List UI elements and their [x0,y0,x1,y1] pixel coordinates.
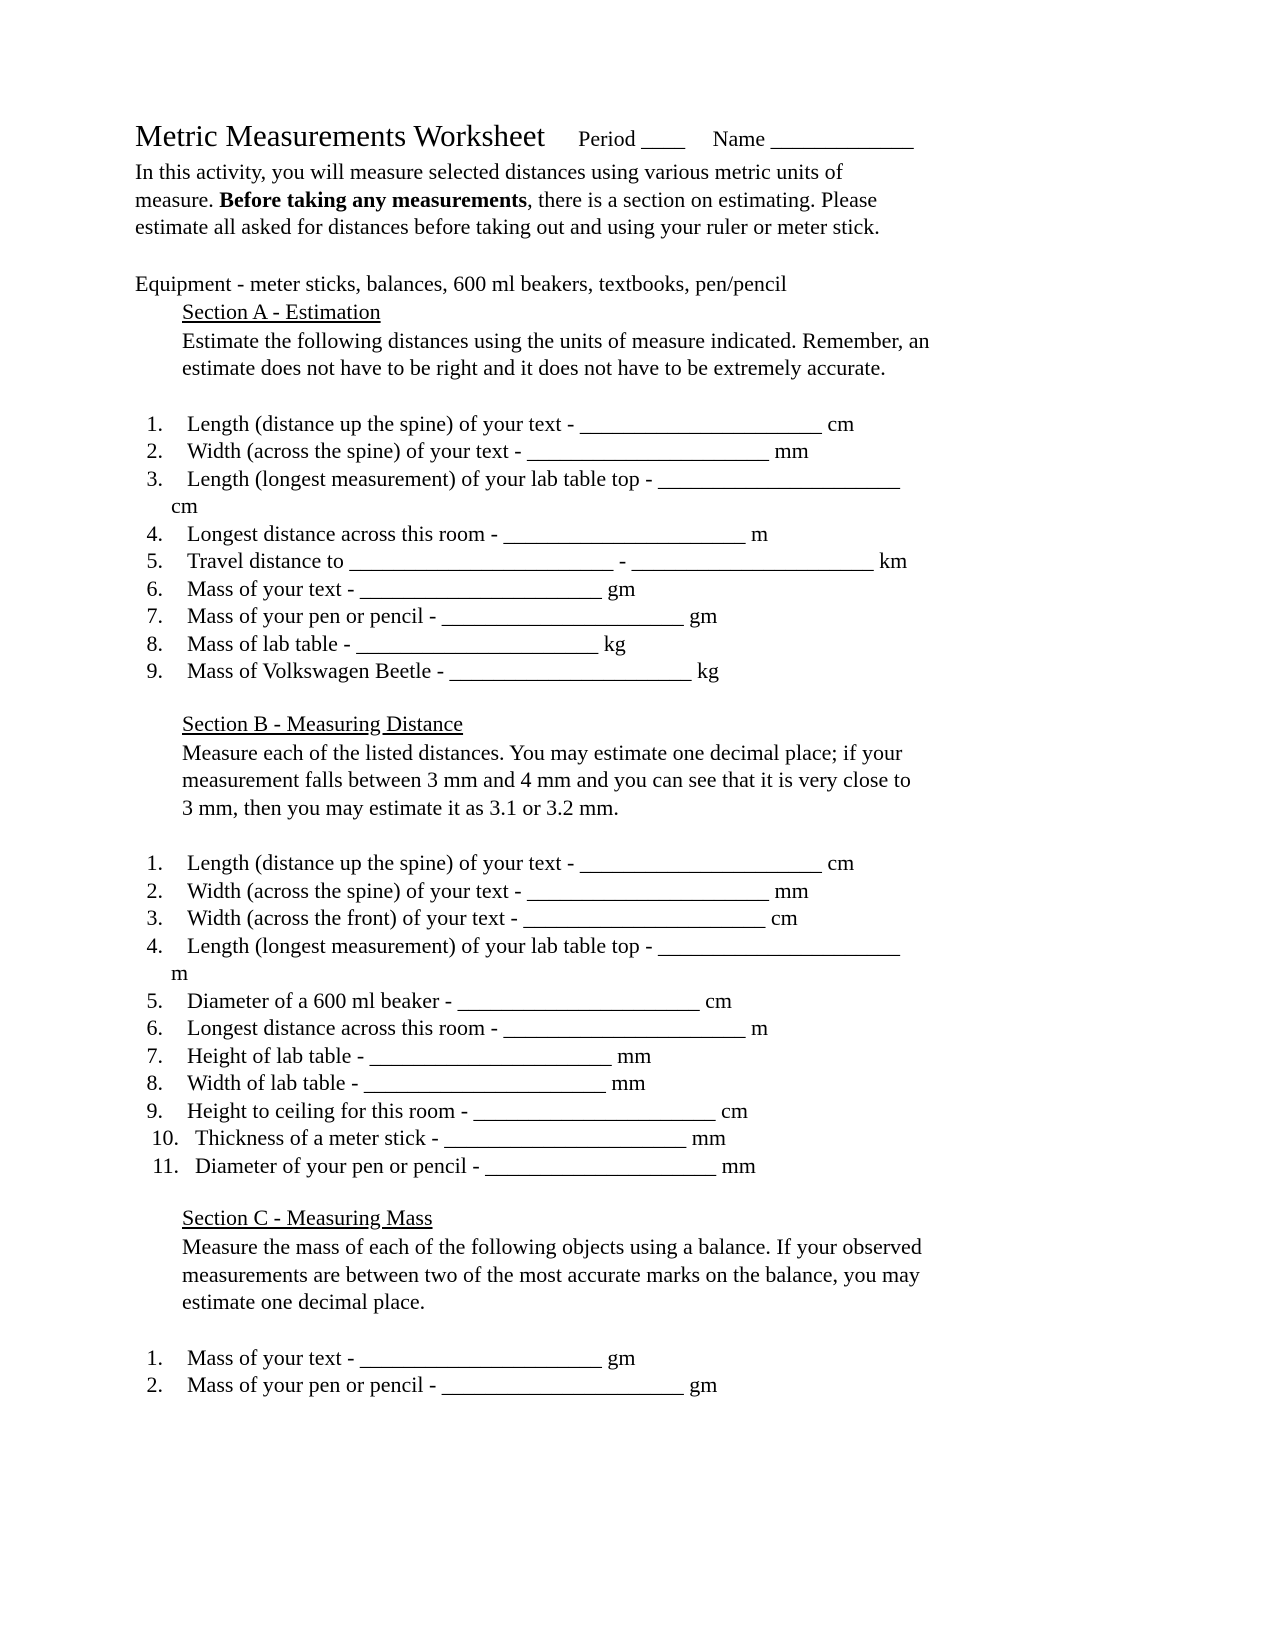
list-item: 1.Length (distance up the spine) of your… [135,849,1140,877]
section-b-desc: Measure each of the listed distances. Yo… [182,739,1140,822]
item-number: 6. [135,1014,187,1042]
intro-paragraph: In this activity, you will measure selec… [135,158,1140,241]
list-item: 8.Mass of lab table - __________________… [135,630,1140,658]
section-c-desc2: measurements are between two of the most… [182,1262,920,1287]
item-text: Mass of Volkswagen Beetle - ____________… [187,657,1140,685]
list-item: 8.Width of lab table - _________________… [135,1069,1140,1097]
item-number: 8. [135,630,187,658]
page-title: Metric Measurements Worksheet [135,118,545,153]
item-text: Length (distance up the spine) of your t… [187,410,1140,438]
section-a-desc2: estimate does not have to be right and i… [182,355,886,380]
item-number: 4. [135,932,187,960]
list-item: 5.Travel distance to ___________________… [135,547,1140,575]
worksheet-page: Metric Measurements Worksheet Period ___… [0,0,1275,1650]
item-number: 3. [135,904,187,932]
header-line: Metric Measurements Worksheet Period ___… [135,118,1140,154]
item-text: Mass of your pen or pencil - ___________… [187,602,1140,630]
item-wrap: m [171,959,1140,987]
item-number: 1. [135,849,187,877]
item-number: 7. [135,602,187,630]
item-text: Mass of your text - ____________________… [187,575,1140,603]
section-b-desc3: 3 mm, then you may estimate it as 3.1 or… [182,795,619,820]
section-b-desc2: measurement falls between 3 mm and 4 mm … [182,767,911,792]
item-text: Longest distance across this room - ____… [187,1014,1140,1042]
item-number: 10. [135,1124,195,1152]
list-item: 3.Width (across the front) of your text … [135,904,1140,932]
item-text: Travel distance to _____________________… [187,547,1140,575]
item-text: Width (across the spine) of your text - … [187,877,1140,905]
item-text: Diameter of your pen or pencil - _______… [195,1152,1140,1180]
item-text: Mass of lab table - ____________________… [187,630,1140,658]
item-number: 3. [135,465,187,493]
list-item: 9.Height to ceiling for this room - ____… [135,1097,1140,1125]
item-number: 5. [135,987,187,1015]
item-text: Width (across the front) of your text - … [187,904,1140,932]
item-text: Length (longest measurement) of your lab… [187,932,1140,960]
item-number: 9. [135,1097,187,1125]
item-text: Height of lab table - __________________… [187,1042,1140,1070]
list-item: 5.Diameter of a 600 ml beaker - ________… [135,987,1140,1015]
section-b-heading: Section B - Measuring Distance [182,711,1140,737]
list-item: 2.Mass of your pen or pencil - _________… [135,1371,1140,1399]
list-item: 6.Mass of your text - __________________… [135,575,1140,603]
intro-line3: estimate all asked for distances before … [135,214,880,239]
section-a-desc1: Estimate the following distances using t… [182,328,930,353]
item-text: Longest distance across this room - ____… [187,520,1140,548]
item-number: 2. [135,1371,187,1399]
list-item: 6.Longest distance across this room - __… [135,1014,1140,1042]
item-number: 1. [135,410,187,438]
item-text: Mass of your text - ____________________… [187,1344,1140,1372]
list-item: 3.Length (longest measurement) of your l… [135,465,1140,493]
intro-line2c: , there is a section on estimating. Plea… [527,187,877,212]
item-text: Diameter of a 600 ml beaker - __________… [187,987,1140,1015]
list-item: 11.Diameter of your pen or pencil - ____… [135,1152,1140,1180]
item-text: Mass of your pen or pencil - ___________… [187,1371,1140,1399]
item-number: 11. [135,1152,195,1180]
list-item: 1.Length (distance up the spine) of your… [135,410,1140,438]
intro-line1: In this activity, you will measure selec… [135,159,843,184]
section-c-heading: Section C - Measuring Mass [182,1205,1140,1231]
list-item: 2.Width (across the spine) of your text … [135,437,1140,465]
item-number: 6. [135,575,187,603]
item-text: Width (across the spine) of your text - … [187,437,1140,465]
section-c-list: 1.Mass of your text - __________________… [135,1344,1140,1399]
list-item: 7.Height of lab table - ________________… [135,1042,1140,1070]
section-a-list: 1.Length (distance up the spine) of your… [135,410,1140,685]
item-text: Thickness of a meter stick - ___________… [195,1124,1140,1152]
item-number: 2. [135,877,187,905]
list-item: 1.Mass of your text - __________________… [135,1344,1140,1372]
list-item: 9.Mass of Volkswagen Beetle - __________… [135,657,1140,685]
section-b-desc1: Measure each of the listed distances. Yo… [182,740,902,765]
item-text: Length (distance up the spine) of your t… [187,849,1140,877]
intro-bold: Before taking any measurements [219,187,527,212]
list-item: 4.Longest distance across this room - __… [135,520,1140,548]
item-text: Height to ceiling for this room - ______… [187,1097,1140,1125]
period-label: Period ____ [578,126,685,151]
section-c-desc1: Measure the mass of each of the followin… [182,1234,922,1259]
item-number: 5. [135,547,187,575]
intro-line2a: measure. [135,187,219,212]
item-number: 8. [135,1069,187,1097]
item-number: 1. [135,1344,187,1372]
list-item: 4.Length (longest measurement) of your l… [135,932,1140,960]
section-a-heading: Section A - Estimation [182,299,1140,325]
list-item: 2.Width (across the spine) of your text … [135,877,1140,905]
name-label: Name _____________ [713,126,914,151]
list-item: 10.Thickness of a meter stick - ________… [135,1124,1140,1152]
item-number: 9. [135,657,187,685]
item-number: 4. [135,520,187,548]
section-c-desc: Measure the mass of each of the followin… [182,1233,1140,1316]
section-a-desc: Estimate the following distances using t… [182,327,1140,382]
section-b-list: 1.Length (distance up the spine) of your… [135,849,1140,1179]
item-text: Length (longest measurement) of your lab… [187,465,1140,493]
item-wrap: cm [171,492,1140,520]
item-number: 7. [135,1042,187,1070]
section-c-desc3: estimate one decimal place. [182,1289,425,1314]
item-number: 2. [135,437,187,465]
equipment-line: Equipment - meter sticks, balances, 600 … [135,271,1140,297]
list-item: 7.Mass of your pen or pencil - _________… [135,602,1140,630]
item-text: Width of lab table - ___________________… [187,1069,1140,1097]
